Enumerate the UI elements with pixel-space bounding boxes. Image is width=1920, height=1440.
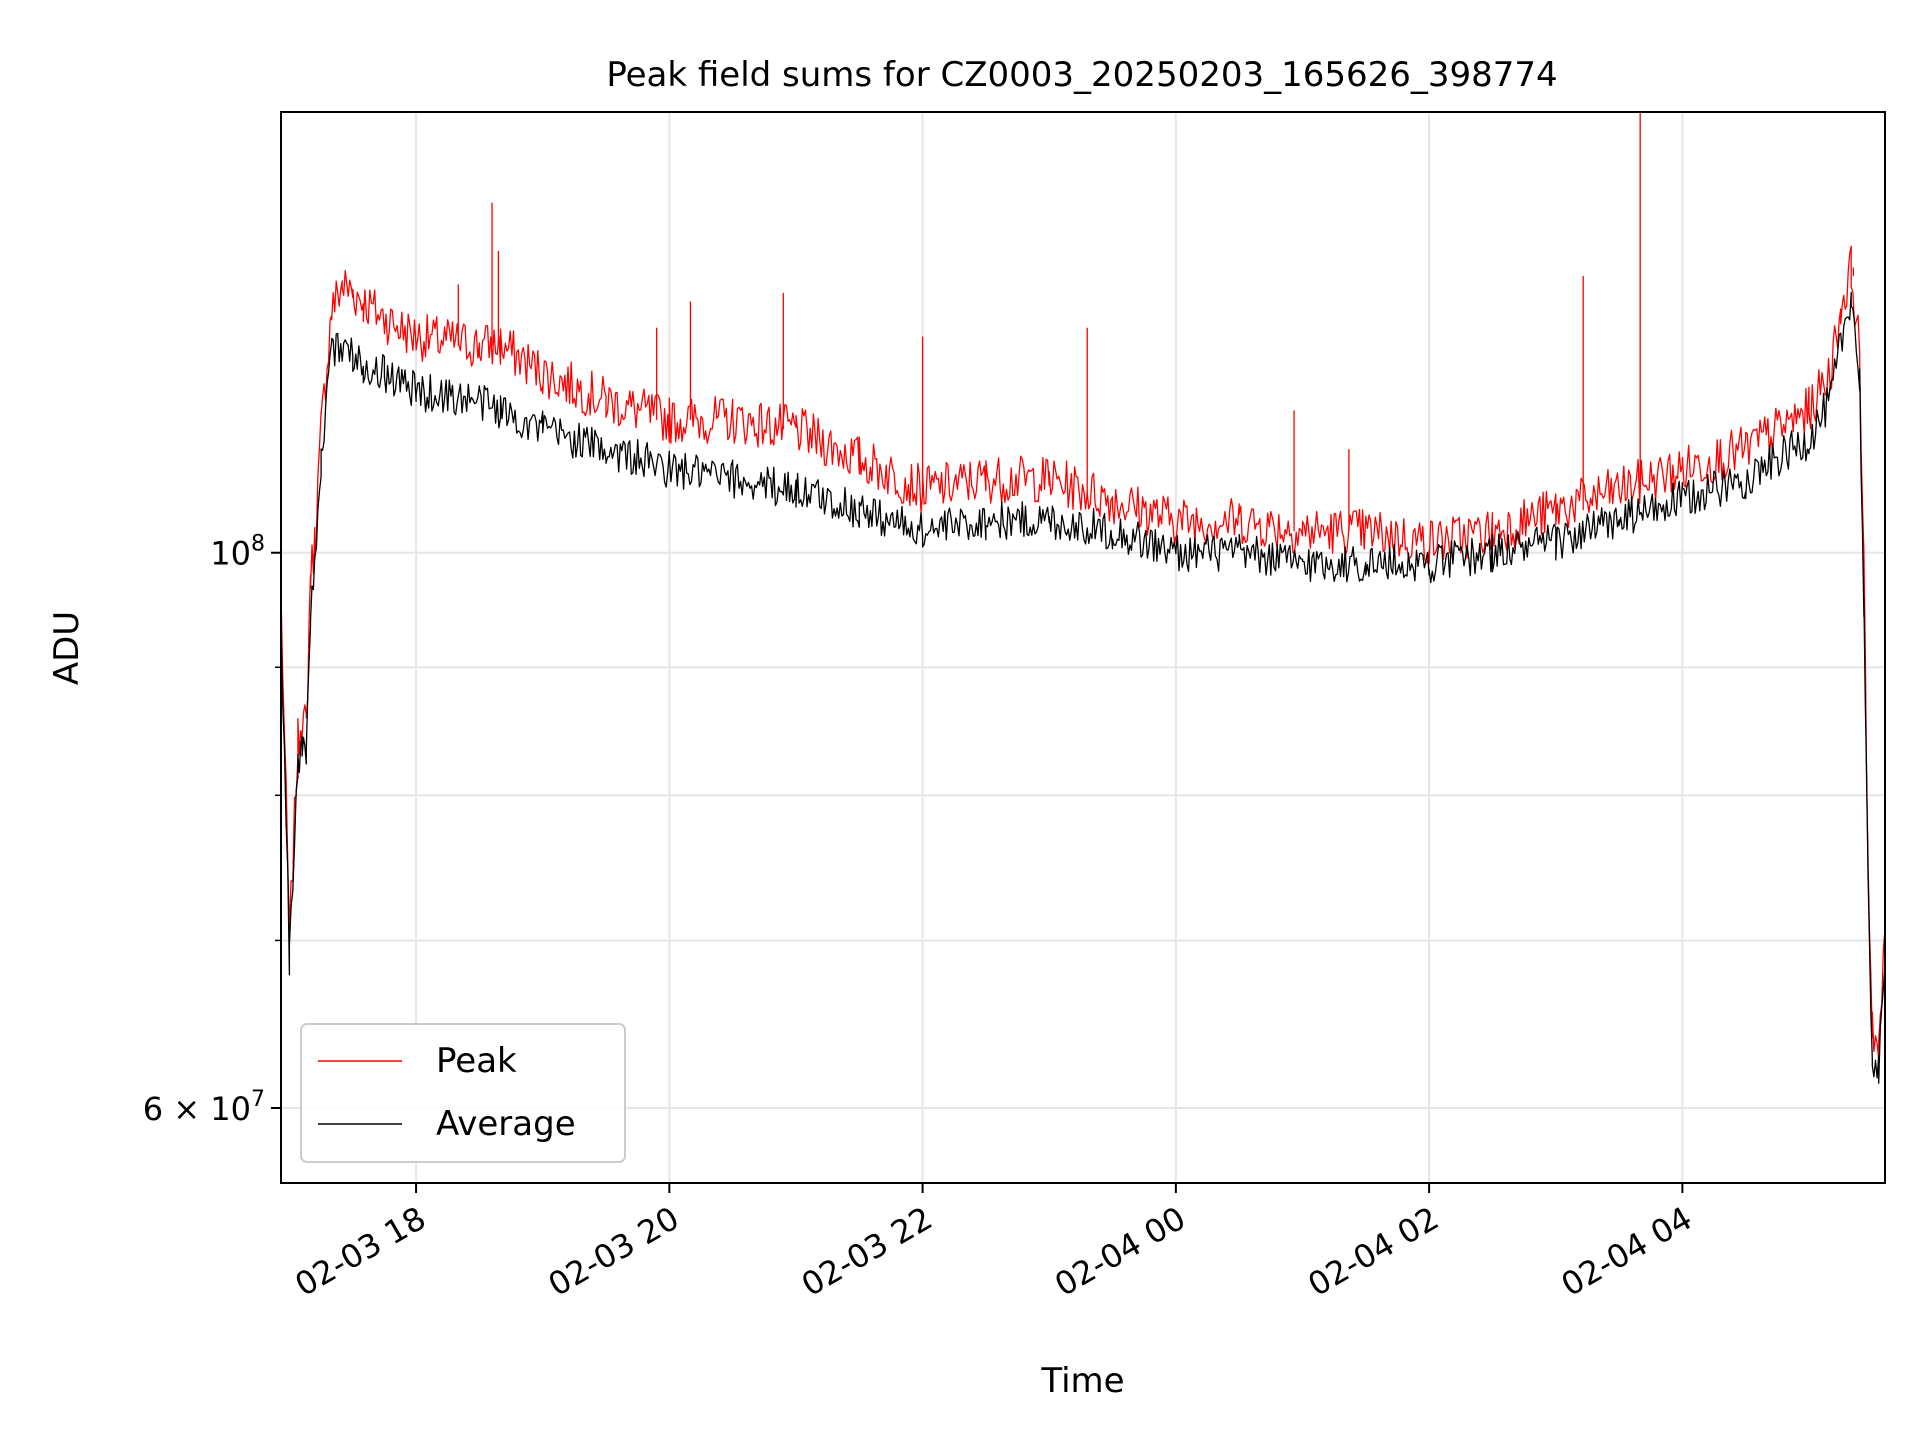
chart-title: Peak field sums for CZ0003_20250203_1656…	[606, 55, 1557, 95]
y-tick-label: 108	[210, 532, 265, 573]
legend-label-peak: Peak	[436, 1041, 517, 1081]
legend-label-average: Average	[436, 1104, 576, 1144]
series-line-average	[281, 291, 1885, 1084]
plot-frame	[280, 111, 1886, 1184]
legend: Peak Average	[300, 1023, 626, 1163]
series-line-peak	[281, 245, 1885, 1060]
grid	[281, 112, 1885, 1183]
series-layer	[281, 112, 1885, 1084]
x-axis-label: Time	[1040, 1361, 1124, 1401]
y-tick-label: 6 × 107	[143, 1087, 265, 1128]
legend-box	[300, 1023, 626, 1163]
y-axis-label: ADU	[47, 611, 87, 685]
y-axis: 108 6 × 107	[143, 532, 281, 1128]
